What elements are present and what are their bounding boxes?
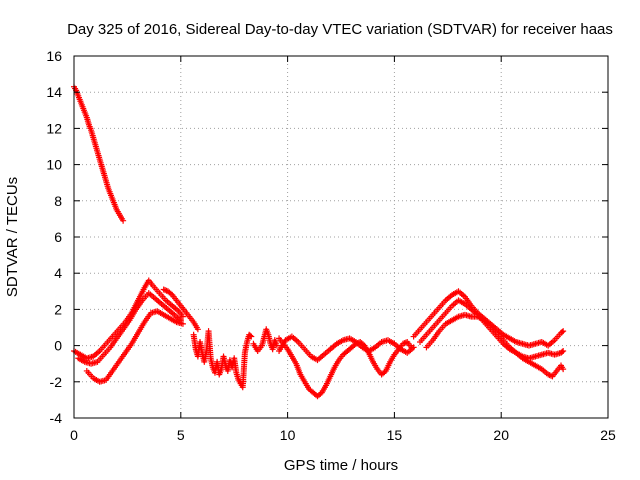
x-tick-label: 0 — [70, 427, 78, 443]
data-point-evening-track-B — [560, 348, 567, 355]
x-tick-label: 20 — [493, 427, 509, 443]
y-tick-label: 2 — [54, 301, 62, 317]
y-tick-label: -2 — [50, 374, 63, 390]
y-tick-label: 6 — [54, 229, 62, 245]
data-point-track-D — [194, 326, 201, 333]
y-tick-label: 8 — [54, 193, 62, 209]
data-point-evening-track-C — [560, 366, 567, 373]
x-axis-label: GPS time / hours — [284, 457, 398, 474]
data-point-track-F — [410, 344, 417, 351]
x-tick-label: 5 — [177, 427, 185, 443]
y-tick-label: 10 — [46, 157, 62, 173]
y-tick-label: 16 — [46, 48, 62, 64]
data-point-early-decline — [120, 217, 127, 224]
data-points — [71, 83, 567, 400]
axis-ticks: 0 5 10 15 20 25 -4 -2 0 2 4 6 8 10 12 14 16 — [46, 48, 616, 443]
data-point-track-A — [179, 313, 186, 320]
grid — [74, 56, 608, 418]
y-tick-label: 14 — [46, 84, 62, 100]
data-point-evening-track-A — [560, 328, 567, 335]
data-point-evening-track-A — [559, 329, 566, 336]
x-tick-label: 10 — [280, 427, 296, 443]
chart-title: Day 325 of 2016, Sidereal Day-to-day VTE… — [67, 21, 613, 38]
data-point-afternoon-cluster — [247, 332, 254, 339]
data-point-afternoon-cluster — [248, 333, 255, 340]
y-axis-label: SDTVAR / TECUs — [4, 177, 21, 297]
y-tick-label: 0 — [54, 338, 62, 354]
y-tick-label: 4 — [54, 265, 62, 281]
y-tick-label: 12 — [46, 120, 62, 136]
x-tick-label: 25 — [600, 427, 616, 443]
x-tick-label: 15 — [387, 427, 403, 443]
data-point-track-C — [179, 320, 186, 327]
data-point-evening-track-B — [559, 348, 566, 355]
data-point-track-E — [273, 342, 280, 349]
y-tick-label: -4 — [50, 410, 63, 426]
data-point-midday-cluster — [402, 339, 409, 346]
